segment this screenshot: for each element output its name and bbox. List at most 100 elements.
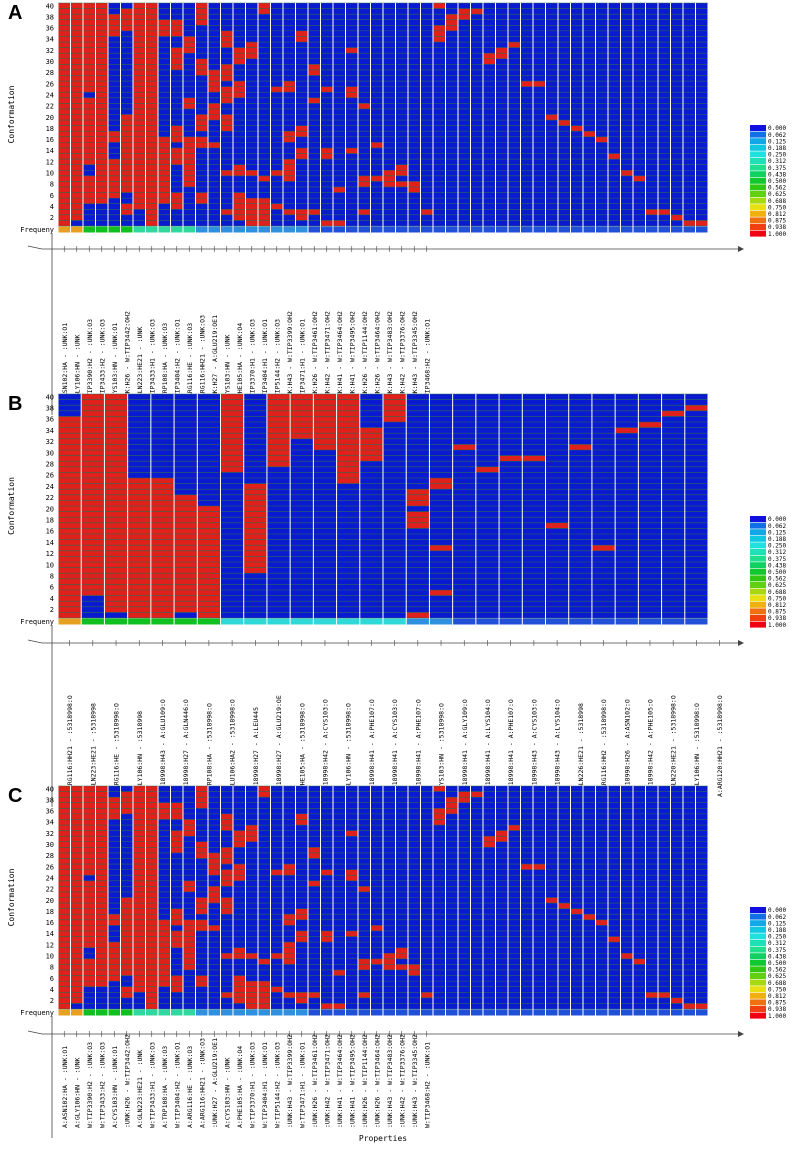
x-category-label: :UNK:H42 - W:TIP3376:OH2 [398, 1034, 406, 1128]
x-category-label: W:TIP3471:H1 - :UNK:O1 [298, 1042, 306, 1128]
legend-value: 0.375 [768, 165, 786, 172]
heatmap-cell-run [433, 3, 446, 9]
heatmap-cell-run [583, 914, 596, 920]
legend-value: 0.312 [768, 940, 786, 947]
heatmap-cell-run [358, 209, 371, 215]
y-tick-label: 30 [46, 841, 54, 849]
legend-value: 0.875 [768, 1000, 786, 1007]
heatmap-cell-run [183, 819, 196, 837]
x-category-label: A:ARG116:HE - :5318998:O [113, 703, 121, 797]
frequency-cell [383, 618, 406, 625]
frequency-cell [533, 1009, 545, 1016]
heatmap-cell-run [258, 958, 271, 965]
frequency-cell [333, 1009, 345, 1016]
heatmap-cell-run [308, 992, 321, 998]
x-category-label: :5318998:H41 - A:CYS103:O [391, 699, 399, 797]
legend-value: 0.062 [768, 523, 786, 530]
y-axis-label: Conformation [7, 85, 16, 143]
x-category-label: A:GLN223:HE21 - :UNK [136, 1050, 144, 1128]
y-tick-label: 10 [46, 170, 54, 178]
frequency-cell [621, 226, 633, 233]
heatmap-cell-run [208, 142, 221, 148]
legend-swatch [750, 217, 766, 224]
frequency-cell [221, 1009, 233, 1016]
heatmap-cell-run [406, 511, 430, 529]
frequency-cell [658, 226, 670, 233]
frequency-cell [371, 1009, 383, 1016]
x-category-label: :UNK:H42 - W:TIP3376:OH2 [398, 311, 406, 405]
legend-swatch [750, 959, 766, 966]
frequency-cell [569, 618, 592, 625]
legend-value: 0.750 [768, 986, 786, 993]
heatmap-cell-run [508, 825, 521, 831]
legend-value: 0.938 [768, 615, 786, 622]
y-tick-label: 32 [46, 830, 54, 838]
x-category-label: :UNK:H41 - W:TIP3464:OH2 [336, 1034, 344, 1128]
y-tick-label: 40 [46, 393, 54, 401]
x-category-label: :5318998:H42 - A:PHE105:O [646, 699, 654, 797]
frequency-cell [522, 618, 545, 625]
legend-swatch [750, 582, 766, 588]
heatmap-cell-run [220, 847, 233, 865]
legend-swatch [750, 568, 766, 575]
x-category-label: A:GLY106:HN - :5318998 [136, 711, 144, 797]
heatmap-cell-run [308, 880, 321, 887]
y-tick-label: 38 [46, 13, 54, 21]
frequency-label: Frequeny [20, 618, 54, 626]
x-category-label: :UNK:H26 - W:TIP1144:OH2 [361, 311, 369, 405]
frequency-cell [258, 226, 270, 233]
frequency-cell [396, 226, 408, 233]
frequency-cell [346, 1009, 358, 1016]
heatmap-cell-run [545, 114, 558, 121]
x-category-label: A:ARG116:HE - :UNK:O3 [186, 323, 194, 405]
frequency-cell [258, 1009, 270, 1016]
legend-swatch [750, 979, 766, 986]
heatmap-cell-run [208, 103, 221, 121]
frequency-cell [571, 226, 583, 233]
frequency-cell [58, 226, 70, 233]
heatmap-cell-run [270, 986, 283, 993]
frequency-cell [197, 618, 220, 625]
frequency-cell [496, 226, 508, 233]
heatmap-cell-run [595, 919, 608, 926]
frequency-cell [358, 226, 370, 233]
frequency-cell [158, 226, 170, 233]
x-category-label: W:TIP3404:H1 - :UNK:O1 [261, 1042, 269, 1128]
frequency-cell [458, 1009, 470, 1016]
heatmap-cell-run [320, 86, 333, 93]
x-axis-arrow [738, 640, 744, 646]
heatmap-cell-run [683, 220, 696, 226]
frequency-cell [446, 1009, 458, 1016]
heatmap-cell-run [345, 830, 358, 837]
legend-swatch [750, 204, 766, 211]
heatmap-cell-run [508, 42, 521, 48]
x-category-label: :5318998:H43 - A:CYS103:O [530, 699, 538, 797]
heatmap-cell-run [345, 930, 358, 937]
x-category-label: A:GLY106:HN - :5318998:O [693, 703, 701, 797]
heatmap-cell-run [220, 114, 233, 132]
heatmap-cell-run [670, 997, 683, 1004]
heatmap-cell-run [670, 214, 683, 221]
frequency-cell [321, 1009, 333, 1016]
heatmap-cell-run [183, 36, 196, 54]
heatmap-cell-run [83, 175, 96, 204]
x-axis-arrow [738, 246, 744, 252]
heatmap-cell-run [661, 410, 685, 417]
x-category-label: :UNK:H43 - W:TIP3483:OH2 [386, 1034, 394, 1128]
heatmap-cell-run [333, 1003, 346, 1009]
heatmap-cell-run [433, 25, 446, 43]
heatmap-cell-run [658, 992, 671, 998]
x-category-label: A:GLN226:HE21 - :5318998 [577, 703, 585, 797]
x-category-label: A:TRP108:HA - :UNK:O3 [161, 323, 169, 405]
x-category-label: :5318998:H26 - A:ASN102:O [623, 699, 631, 797]
x-axis-tail [27, 639, 43, 644]
heatmap-cell-run [245, 42, 258, 59]
y-tick-label: 8 [50, 964, 54, 972]
y-tick-label: 18 [46, 908, 54, 916]
legend-swatch [750, 197, 766, 204]
legend-value: 0.562 [768, 185, 786, 192]
x-category-label: A:CYS103:HN - :UNK:O1 [111, 323, 119, 405]
heatmap-cell-run [233, 864, 246, 881]
x-axis-label: Properties [359, 1134, 407, 1143]
frequency-cell [171, 226, 183, 233]
